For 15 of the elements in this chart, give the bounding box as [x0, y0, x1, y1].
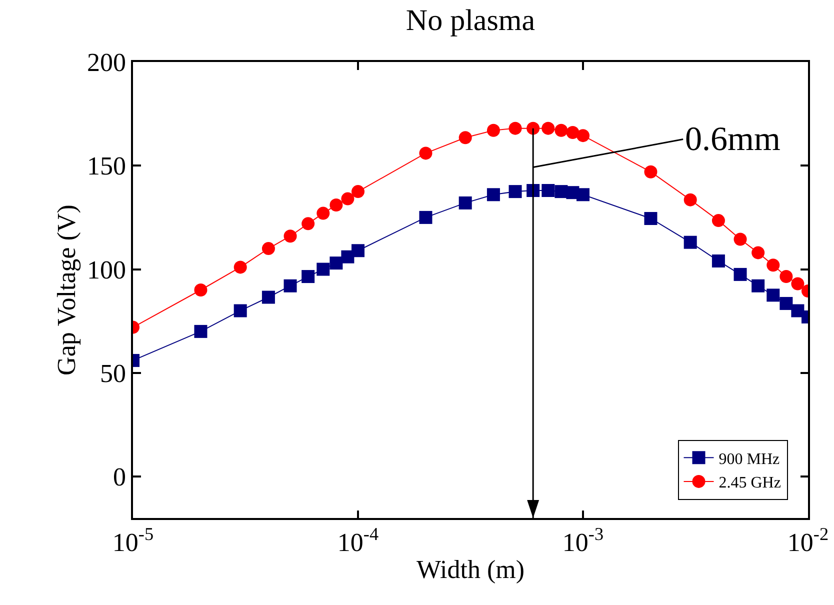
- y-tick-label: 0: [113, 462, 126, 492]
- legend-label: 2.45 GHz: [718, 474, 781, 492]
- ref-line-label: 0.6mm: [685, 121, 780, 158]
- chart-title: No plasma: [406, 4, 536, 38]
- y-tick-label: 200: [87, 48, 126, 78]
- y-axis-title: Gap Voltage (V): [52, 204, 81, 376]
- x-tick-label: 10$^{-2}$: [787, 524, 829, 557]
- x-axis-title: Width (m): [416, 555, 524, 584]
- legend-label: 900 MHz: [718, 450, 780, 468]
- y-tick-label: 150: [87, 152, 126, 181]
- y-tick-label: 50: [100, 359, 126, 388]
- y-tick-label: 100: [87, 255, 126, 284]
- x-tick-label: 10$^{-5}$: [112, 524, 154, 557]
- x-tick-label: 10$^{-4}$: [337, 524, 379, 557]
- x-tick-label: 10$^{-3}$: [562, 524, 604, 557]
